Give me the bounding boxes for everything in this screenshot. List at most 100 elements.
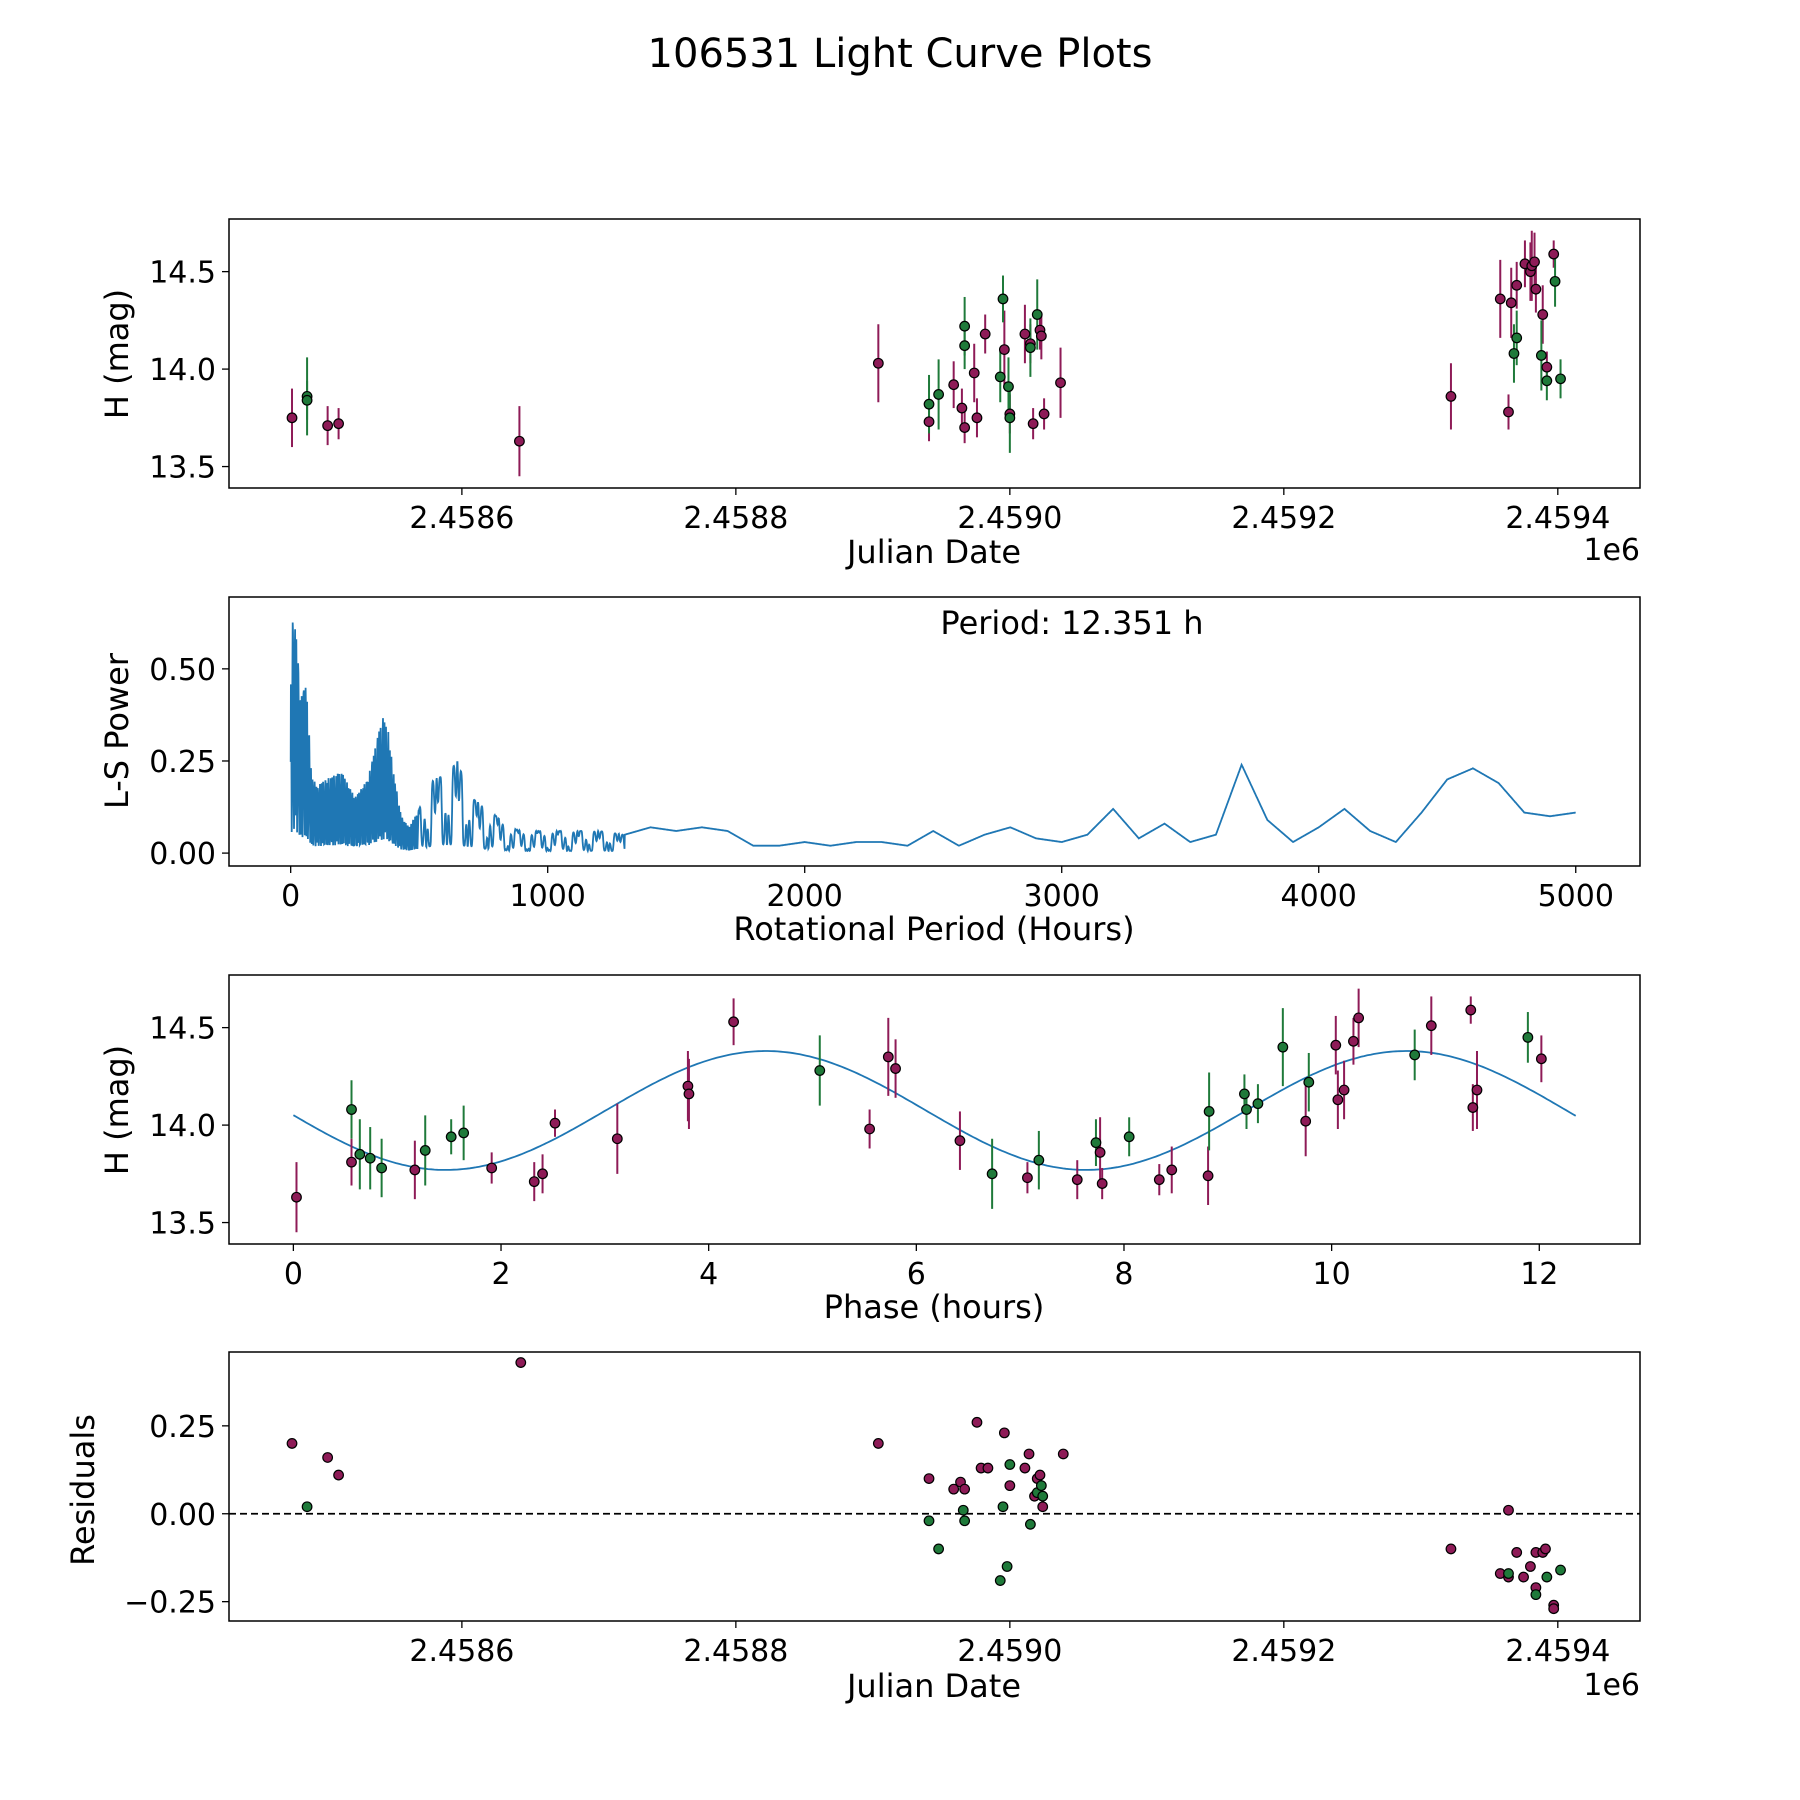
filter-magenta-point (948, 379, 960, 391)
lightcurve-ytick-label: 14.0 (149, 353, 216, 388)
periodogram-xtick-label: 5000 (1538, 879, 1614, 914)
filter-magenta-point (948, 1483, 960, 1495)
filter-green-point (1508, 348, 1520, 359)
residuals-ytick-label: −0.25 (124, 1586, 216, 1621)
filter-magenta-point (322, 420, 334, 432)
filter-magenta-point (923, 416, 935, 428)
periodogram-xtick-label: 2000 (767, 879, 843, 914)
residuals-xtick-label: 2.4590 (957, 1634, 1062, 1669)
lightcurve-panel: 2.4586 2.4588 2.4590 2.4592 2.4594 13.5 14.0 14… (98, 218, 1641, 571)
periodogram-ytick-label: 0.50 (149, 653, 216, 688)
filter-magenta-point (1529, 256, 1540, 268)
filter-magenta-point (1071, 1174, 1083, 1186)
filter-green-point (301, 1501, 313, 1513)
filter-magenta-point (1353, 1012, 1365, 1024)
phased-plot-area (291, 988, 1577, 1233)
filter-green-point (1549, 275, 1561, 287)
filter-green-point (1123, 1131, 1135, 1143)
phased-ytick-label: 13.5 (149, 1207, 216, 1242)
filter-magenta-point (1202, 1170, 1214, 1182)
periodogram-ticks: 0 1000 2000 3000 4000 5000 0.00 0.25 0.50 (149, 653, 1614, 914)
filter-green-point (933, 389, 945, 400)
lightcurve-ytick-label: 13.5 (149, 451, 216, 486)
filter-magenta-point (872, 1438, 884, 1449)
filter-green-point (1503, 1568, 1514, 1579)
filter-magenta-point (1153, 1174, 1165, 1186)
filter-green-point (1252, 1098, 1264, 1110)
filter-magenta-point (1467, 1102, 1479, 1113)
residuals-ytick-label: 0.25 (149, 1410, 216, 1445)
filter-magenta-point (515, 1357, 527, 1368)
filter-green-point (959, 340, 971, 352)
phased-xtick-label: 12 (1520, 1257, 1558, 1292)
periodogram-ytick-label: 0.00 (149, 837, 216, 872)
filter-green-point (1277, 1041, 1289, 1053)
phased-xtick-label: 2 (491, 1257, 510, 1292)
filter-magenta-point (954, 1135, 966, 1147)
filter-green-point (301, 394, 313, 406)
phased-ytick-label: 14.0 (149, 1109, 216, 1144)
phased-ticks: 0 2 4 6 8 10 12 13.5 14.0 14.5 (149, 1012, 1558, 1292)
filter-green-point (1555, 373, 1566, 385)
filter-magenta-point (346, 1156, 357, 1168)
filter-green-point (1541, 375, 1553, 387)
filter-magenta-point (1038, 408, 1050, 420)
phased-xlabel: Phase (hours) (824, 1288, 1045, 1326)
residuals-plot-area (229, 1357, 1640, 1615)
filter-green-point (1004, 412, 1016, 424)
filter-magenta-point (959, 1483, 971, 1495)
filter-magenta-point (1494, 293, 1506, 305)
residuals-axes-frame (228, 1351, 1641, 1622)
phased-xtick-label: 6 (907, 1257, 926, 1292)
figure-title: 106531 Light Curve Plots (648, 31, 1153, 77)
residuals-ylabel: Residuals (64, 1414, 102, 1566)
filter-magenta-point (1505, 297, 1517, 309)
filter-magenta-point (683, 1088, 695, 1100)
filter-magenta-point (890, 1063, 901, 1074)
filter-magenta-point (1503, 1504, 1514, 1516)
residuals-xtick-label: 2.4594 (1505, 1634, 1610, 1669)
periodogram-xtick-label: 0 (281, 879, 300, 914)
filter-magenta-point (549, 1117, 561, 1129)
filter-magenta-point (611, 1133, 623, 1145)
filter-green-point (997, 293, 1009, 305)
filter-magenta-point (486, 1162, 498, 1174)
periodogram-power-line (289, 622, 1576, 854)
periodogram-axes-frame (228, 596, 1641, 867)
filter-magenta-point (291, 1191, 302, 1203)
filter-green-point (445, 1131, 457, 1143)
filter-magenta-point (956, 402, 968, 414)
phased-xtick-label: 8 (1114, 1257, 1133, 1292)
periodogram-xtick-label: 1000 (510, 879, 586, 914)
filter-green-point (1037, 1490, 1049, 1502)
filter-green-point (1555, 1564, 1566, 1576)
filter-magenta-point (1425, 1020, 1437, 1032)
filter-magenta-point (959, 422, 971, 433)
lightcurve-axes-frame (228, 218, 1641, 489)
filter-magenta-point (1055, 377, 1066, 389)
filter-green-point (959, 1515, 971, 1527)
filter-green-point (959, 320, 971, 332)
filter-magenta-point (333, 1469, 344, 1481)
lightcurve-xtick-label: 2.4588 (683, 501, 788, 536)
filter-green-point (1024, 342, 1036, 354)
filter-magenta-point (1037, 1501, 1049, 1513)
lightcurve-ylabel: H (mag) (98, 289, 136, 419)
filter-magenta-point (971, 1416, 983, 1428)
filter-green-point (1409, 1049, 1421, 1061)
filter-magenta-point (971, 412, 983, 424)
filter-magenta-point (1503, 406, 1514, 418)
filter-green-point (923, 398, 935, 410)
filter-magenta-point (968, 367, 980, 379)
filter-magenta-point (1445, 390, 1457, 402)
lightcurve-xtick-label: 2.4586 (409, 501, 514, 536)
filter-magenta-point (923, 1473, 935, 1484)
filter-magenta-point (1511, 279, 1523, 291)
phased-panel: 0 2 4 6 8 10 12 13.5 14.0 14.5 Phase (hours) H (m… (98, 974, 1641, 1326)
residuals-x-offset: 1e6 (1583, 1668, 1640, 1703)
filter-magenta-point (286, 412, 298, 424)
periodogram-ylabel: L-S Power (98, 652, 136, 809)
filter-magenta-point (998, 1427, 1010, 1439)
filter-magenta-point (1530, 283, 1542, 295)
